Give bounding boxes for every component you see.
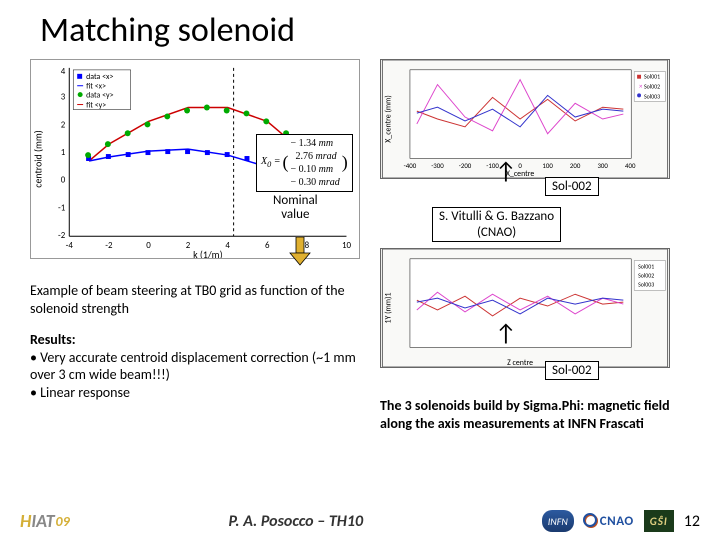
- svg-text:data <y>: data <y>: [86, 91, 114, 101]
- svg-text:data <x>: data <x>: [86, 72, 113, 82]
- cnao-logo: CNAO: [584, 510, 634, 532]
- svg-text:0: 0: [61, 176, 66, 186]
- right-chart-top: -400-300-200 -1000100 200300400 X_centre…: [380, 59, 670, 179]
- example-caption: Example of beam steering at TB0 grid as …: [30, 282, 370, 317]
- results-heading: Results:: [30, 331, 76, 348]
- down-arrow-icon: [288, 237, 312, 267]
- svg-text:Sol003: Sol003: [638, 280, 654, 288]
- svg-text:2: 2: [186, 241, 191, 251]
- svg-text:6: 6: [265, 241, 270, 251]
- svg-text:-400: -400: [404, 161, 417, 170]
- svg-text:200: 200: [570, 161, 581, 170]
- svg-text:300: 300: [597, 161, 608, 170]
- svg-text:-2: -2: [105, 241, 113, 251]
- svg-text:Sol002: Sol002: [638, 272, 654, 280]
- sol-002-label-bottom: Sol-002: [545, 361, 599, 380]
- svg-text:×: ×: [639, 82, 643, 91]
- footer: HIAT09 P. A. Posocco – TH10 INFN CNAO GŜ…: [0, 510, 720, 532]
- svg-text:1Y (mm)1: 1Y (mm)1: [383, 293, 393, 324]
- sol-002-label-top: Sol-002: [545, 177, 599, 196]
- up-arrow-icon-top: ↑: [495, 157, 517, 186]
- right-chart-bottom: Z centre 1Y (mm)1 Sol001 Sol002 Sol003: [380, 248, 670, 368]
- svg-text:-200: -200: [459, 161, 472, 170]
- results-block: Results: • Very accurate centroid displa…: [30, 331, 370, 401]
- left-column: -4-2 02 46 810 -2-1 01 23 4 centroid (mm…: [30, 59, 370, 432]
- right-caption: The 3 solenoids build by Sigma.Phi: magn…: [380, 397, 680, 432]
- svg-text:-2: -2: [58, 231, 66, 241]
- svg-text:X_centre (mm): X_centre (mm): [383, 95, 393, 143]
- svg-text:-1: -1: [58, 203, 66, 213]
- svg-text:1: 1: [61, 148, 66, 158]
- results-bullet-2: • Linear response: [30, 384, 130, 401]
- svg-text:Sol001: Sol001: [644, 73, 660, 81]
- slide-title: Matching solenoid: [40, 10, 690, 51]
- svg-text:-300: -300: [431, 161, 444, 170]
- svg-text:0: 0: [146, 241, 151, 251]
- results-bullet-1: • Very accurate centroid displacement co…: [30, 349, 356, 384]
- svg-text:400: 400: [625, 161, 636, 170]
- gsi-logo: GŜI: [644, 510, 674, 532]
- page-number: 12: [684, 512, 700, 531]
- svg-text:4: 4: [61, 67, 66, 77]
- svg-text:4: 4: [225, 241, 230, 251]
- infn-logo: INFN: [542, 510, 574, 532]
- svg-text:-4: -4: [66, 241, 74, 251]
- svg-text:10: 10: [342, 241, 352, 251]
- up-arrow-icon-bottom: ↑: [495, 319, 517, 348]
- svg-text:Sol003: Sol003: [644, 92, 660, 100]
- formula-box: X0 = ( − 1.34 mm 2.76 mrad − 0.10 mm − 0…: [256, 134, 353, 192]
- svg-text:Sol001: Sol001: [638, 263, 654, 271]
- footer-author: P. A. Posocco – TH10: [50, 512, 542, 531]
- svg-text:0: 0: [518, 161, 522, 170]
- svg-text:3: 3: [61, 93, 66, 103]
- svg-text:Z centre: Z centre: [507, 359, 533, 368]
- svg-text:fit <y>: fit <y>: [86, 101, 106, 111]
- svg-text:centroid (mm): centroid (mm): [33, 130, 45, 187]
- svg-text:k (1/m): k (1/m): [193, 249, 222, 259]
- svg-text:2: 2: [61, 120, 66, 130]
- nominal-value-label: Nominalvalue: [273, 194, 318, 223]
- credits-box: S. Vitulli & G. Bazzano(CNAO): [432, 207, 561, 242]
- svg-text:100: 100: [542, 161, 553, 170]
- right-column: -400-300-200 -1000100 200300400 X_centre…: [380, 59, 680, 432]
- svg-text:Sol002: Sol002: [644, 83, 660, 91]
